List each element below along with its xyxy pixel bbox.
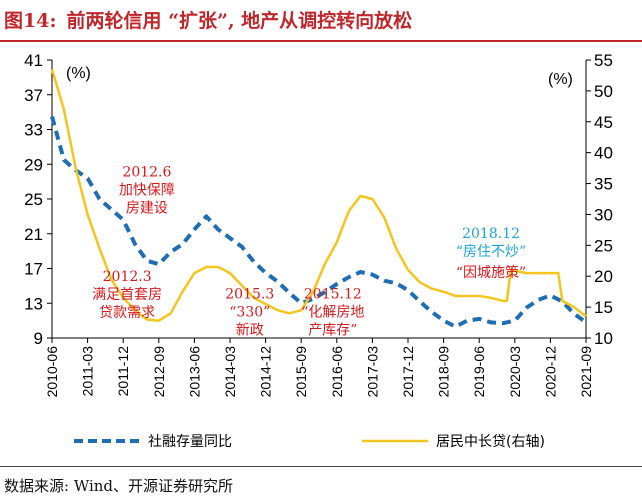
annotation-text: 贷款需求	[99, 305, 155, 321]
right-axis-unit: (%)	[548, 71, 573, 88]
figure-title-text: 前两轮信用 “扩张”, 地产从调控转向放松	[66, 10, 413, 32]
right-axis-tick-label: 40	[594, 144, 613, 163]
line-chart: 9 13 17 21 25 29 33 37 41 10 15 20 25 30 35 40 45 50 55 (%)…	[24, 51, 613, 398]
x-axis-tick-label: 2021-09	[578, 346, 594, 398]
annotation-text: 满足首套房	[92, 287, 162, 303]
x-axis-tick-label: 2011-03	[80, 346, 96, 397]
x-axis-tick-label: 2020-12	[542, 346, 558, 398]
annotation-text: “房住不炒”	[456, 244, 526, 260]
right-axis-tick-label: 35	[594, 175, 613, 194]
annotation-text: 2015.12	[304, 286, 362, 302]
left-axis-tick-label: 21	[24, 225, 43, 244]
x-axis-tick-label: 2012-09	[151, 346, 167, 398]
left-axis-tick-label: 13	[24, 294, 43, 313]
annotation-text: 加快保障	[119, 183, 175, 199]
left-axis-tick-label: 41	[24, 51, 43, 70]
figure-title: 图14: 前两轮信用 “扩张”, 地产从调控转向放松	[0, 0, 642, 42]
right-axis-tick-label: 30	[594, 205, 613, 224]
annotation-text: 2018.12	[462, 226, 520, 242]
x-axis-tick-label: 2017-12	[400, 346, 416, 398]
right-axis-tick-label: 45	[594, 113, 613, 132]
left-axis-tick-label: 37	[24, 86, 43, 105]
x-axis-tick-label: 2019-06	[471, 346, 487, 398]
legend-label: 居民中长贷(右轴)	[436, 434, 545, 450]
left-axis-tick-label: 25	[24, 190, 43, 209]
legend-item-social-financing: 社融存量同比	[72, 431, 232, 451]
x-axis-tick-label: 2018-09	[436, 346, 452, 398]
x-axis-tick-label: 2015-09	[293, 346, 309, 398]
annotation-text: 新政	[236, 322, 264, 338]
annotation-text: 2015.3	[225, 286, 274, 302]
legend: 社融存量同比 居民中长贷(右轴)	[60, 431, 620, 459]
x-axis-tick-label: 2010-06	[44, 346, 60, 398]
series-line-social-financing	[50, 115, 588, 329]
legend-swatch-solid-yellow	[362, 439, 428, 443]
annotation-text: 产库存”	[308, 322, 357, 338]
x-axis-tick-label: 2017-03	[364, 346, 380, 398]
legend-swatch-dashed-blue	[74, 439, 140, 443]
legend-item-household-loans: 居民中长贷(右轴)	[360, 431, 545, 451]
x-axis-tick-label: 2011-12	[115, 346, 131, 397]
right-axis-tick-label: 10	[594, 329, 613, 348]
x-axis-tick-label: 2016-06	[329, 346, 345, 398]
series-line-household-loans	[50, 68, 587, 322]
annotation-text: 2012.6	[122, 165, 171, 181]
left-axis-unit: (%)	[66, 65, 91, 82]
annotation-text: “330”	[229, 304, 270, 320]
annotation-text: 2012.3	[103, 269, 152, 285]
left-axis-tick-label: 17	[24, 260, 43, 279]
left-axis-tick-label: 9	[34, 329, 43, 348]
annotation-text: “因城施策”	[456, 264, 526, 281]
right-axis-tick-label: 25	[594, 236, 613, 255]
right-axis-tick-label: 55	[594, 51, 613, 70]
source-note: 数据来源: Wind、开源证券研究所	[0, 466, 642, 501]
x-axis-tick-label: 2013-06	[186, 346, 202, 398]
annotation-text: “化解房地	[301, 304, 364, 320]
figure-number: 图14:	[4, 10, 57, 32]
annotation-text: 房建设	[126, 201, 168, 217]
right-axis-tick-label: 20	[594, 267, 613, 286]
x-axis-tick-label: 2014-12	[258, 346, 274, 398]
x-axis-tick-label: 2020-03	[507, 346, 523, 398]
left-axis-tick-label: 29	[24, 155, 43, 174]
left-axis-tick-label: 33	[24, 121, 43, 140]
right-axis-tick-label: 15	[594, 298, 613, 317]
legend-label: 社融存量同比	[148, 434, 232, 450]
right-axis-tick-label: 50	[594, 82, 613, 101]
x-axis-tick-label: 2014-03	[222, 346, 238, 398]
